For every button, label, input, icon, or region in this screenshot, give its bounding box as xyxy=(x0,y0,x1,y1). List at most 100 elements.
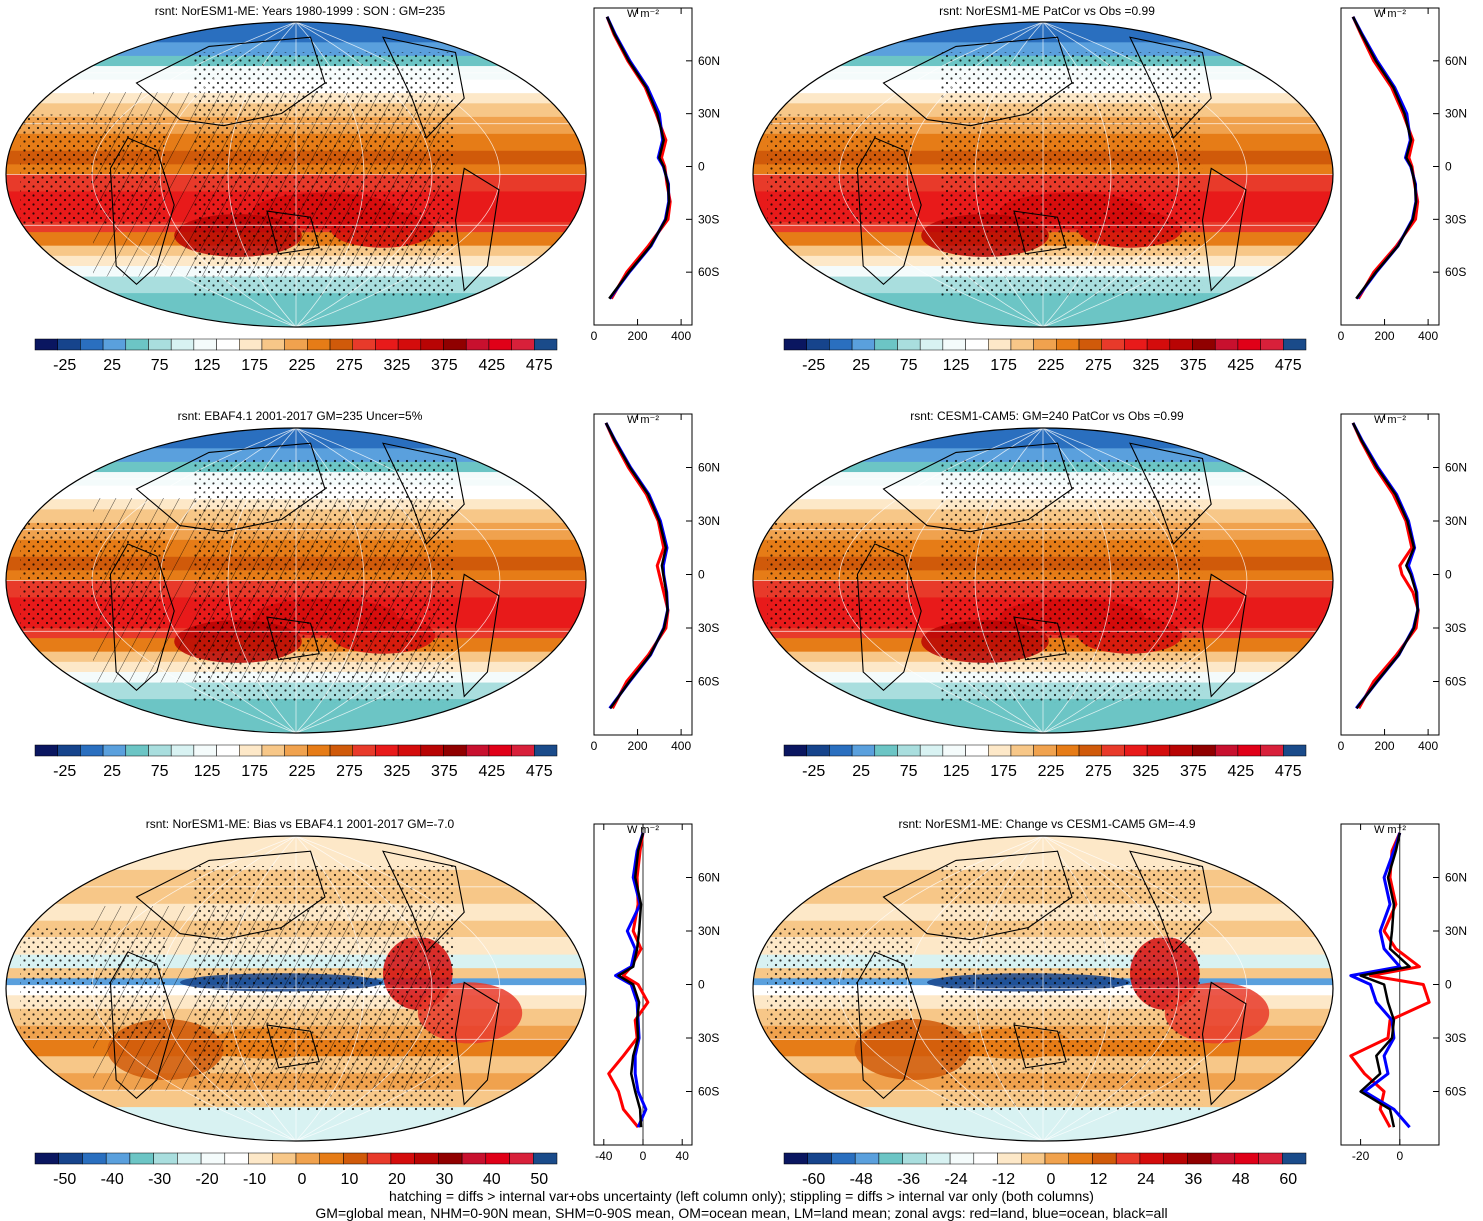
colorbar-tick-label: 125 xyxy=(943,357,970,374)
colorbar-swatch xyxy=(319,1152,344,1165)
colorbar-swatch xyxy=(783,1152,808,1165)
zonal-x-label: 200 xyxy=(1375,329,1395,343)
colorbar-tick-label: -12 xyxy=(992,1171,1015,1188)
zonal-line-all xyxy=(1351,16,1418,300)
colorbar-swatch xyxy=(193,338,217,351)
zonal-lat-label: 30N xyxy=(698,107,720,121)
graticule-meridian xyxy=(838,836,1044,1141)
zonal-lat-label: 60S xyxy=(1445,265,1466,279)
colorbar-swatch xyxy=(831,1152,856,1165)
colorbar-tick-label: 325 xyxy=(1133,357,1160,374)
coastline xyxy=(382,850,465,953)
colorbar-swatch xyxy=(1283,338,1307,351)
graticule-meridian xyxy=(91,836,297,1141)
hatching-region xyxy=(93,92,441,277)
graticule-meridian xyxy=(295,836,365,1141)
zonal-lat-label: 60N xyxy=(1445,871,1467,885)
zonal-lat-label: 60N xyxy=(698,461,720,475)
colorbar-swatch xyxy=(1260,744,1284,757)
colorbar-tick-label: 225 xyxy=(289,763,316,780)
map-border xyxy=(752,21,1334,328)
zonal-unit-label: W m⁻² xyxy=(627,8,659,20)
colorbar-swatch xyxy=(919,744,944,757)
colorbar-swatch xyxy=(1056,744,1080,757)
coastline xyxy=(109,951,175,1100)
colorbar-tick-label: 60 xyxy=(1279,1171,1297,1188)
zonal-lat-label: 30S xyxy=(698,1031,719,1045)
zonal-lat-label: 60S xyxy=(698,1085,719,1099)
colorbar-tick-label: 475 xyxy=(526,357,553,374)
colorbar-swatch xyxy=(806,744,830,757)
colorbar-tick-label: -25 xyxy=(53,357,76,374)
hatching-region xyxy=(93,906,441,1091)
zonal-lat-label: 30N xyxy=(698,924,720,938)
zonal-lat-label: 0 xyxy=(698,160,705,174)
colorbar-swatch xyxy=(965,338,989,351)
coastline xyxy=(109,137,175,286)
colorbar-swatch xyxy=(1187,1152,1212,1165)
map-field xyxy=(753,22,1333,327)
colorbar-tick-label: 475 xyxy=(526,763,553,780)
colorbar-swatch xyxy=(1115,1152,1141,1165)
colorbar-swatch xyxy=(461,1152,487,1165)
coastline xyxy=(135,850,326,941)
colorbar-swatch xyxy=(1260,338,1284,351)
graticule-meridian xyxy=(295,836,501,1141)
colorbar-tick-label: 75 xyxy=(151,763,169,780)
colorbar-swatch xyxy=(329,338,353,351)
panel-title: rsnt: NorESM1-ME PatCor vs Obs =0.99 xyxy=(939,4,1155,18)
colorbar-swatch xyxy=(34,744,58,757)
zonal-line-ocean xyxy=(1349,832,1411,1129)
colorbar-swatch xyxy=(878,1152,903,1165)
colorbar-swatch xyxy=(397,338,422,351)
colorbar-tick-label: 425 xyxy=(1227,763,1254,780)
graticule-meridian xyxy=(91,428,297,733)
colorbar-tick-label: 0 xyxy=(1047,1171,1056,1188)
colorbar-swatch xyxy=(57,744,81,757)
colorbar-swatch xyxy=(125,744,149,757)
colorbar-swatch xyxy=(1283,744,1307,757)
zonal-x-label: 0 xyxy=(591,739,598,753)
colorbar-swatch xyxy=(465,338,490,351)
panel-title: rsnt: CESM1-CAM5: GM=240 PatCor vs Obs =… xyxy=(910,409,1184,423)
colorbar-tick-label: 475 xyxy=(1275,763,1302,780)
colorbar-swatch xyxy=(105,1152,131,1165)
graticule-meridian xyxy=(1042,836,1112,1141)
colorbar-tick-label: 48 xyxy=(1232,1171,1250,1188)
colorbar-swatch xyxy=(511,338,535,351)
zonal-lat-label: 60S xyxy=(698,675,719,689)
coastline xyxy=(382,36,465,139)
zonal-unit-label: W m⁻² xyxy=(1374,8,1406,20)
coastline xyxy=(882,442,1073,533)
colorbar-tick-label: 24 xyxy=(1137,1171,1155,1188)
footer-line-2: GM=global mean, NHM=0-90N mean, SHM=0-90… xyxy=(315,1205,1168,1221)
graticule-meridian xyxy=(227,428,297,733)
graticule-meridian xyxy=(91,22,297,327)
colorbar-swatch xyxy=(170,744,195,757)
zonal-lat-label: 0 xyxy=(698,978,705,992)
coastline xyxy=(266,210,320,255)
colorbar-tick-label: 175 xyxy=(241,357,268,374)
colorbar-tick-label: -40 xyxy=(101,1171,124,1188)
colorbar-tick-label: 75 xyxy=(151,357,169,374)
coastline xyxy=(266,616,320,661)
zonal-lat-label: 30S xyxy=(698,212,719,226)
colorbar-swatch xyxy=(248,1152,273,1165)
zonal-x-label: 400 xyxy=(671,739,691,753)
colorbar-tick-label: 75 xyxy=(900,763,918,780)
colorbar-swatch xyxy=(807,1152,832,1165)
zonal-x-label: 400 xyxy=(1418,329,1438,343)
colorbar-swatch xyxy=(216,338,240,351)
colorbar-swatch xyxy=(851,338,876,351)
colorbar-swatch xyxy=(534,338,558,351)
graticule-meridian xyxy=(1042,22,1112,327)
zonal-lat-label: 30N xyxy=(1445,514,1467,528)
coastline xyxy=(856,137,922,286)
coastline xyxy=(1201,167,1247,292)
colorbar-swatch xyxy=(80,338,104,351)
colorbar-swatch xyxy=(375,338,399,351)
zonal-frame xyxy=(1340,7,1440,326)
colorbar-tick-label: 325 xyxy=(1133,763,1160,780)
zonal-unit-label: W m⁻² xyxy=(627,414,659,426)
zonal-x-label: 0 xyxy=(591,329,598,343)
